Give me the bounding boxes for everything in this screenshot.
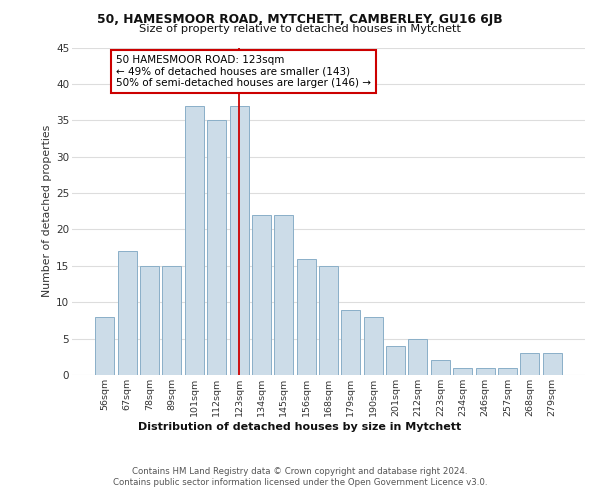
Bar	[364, 317, 383, 375]
Bar	[341, 310, 361, 375]
Bar	[296, 258, 316, 375]
Bar	[476, 368, 494, 375]
Bar	[230, 106, 248, 375]
Bar	[118, 252, 137, 375]
Y-axis label: Number of detached properties: Number of detached properties	[42, 125, 52, 298]
Bar	[185, 106, 204, 375]
Text: Distribution of detached houses by size in Mytchett: Distribution of detached houses by size …	[139, 422, 461, 432]
Bar	[542, 353, 562, 375]
Bar	[409, 338, 427, 375]
Bar	[207, 120, 226, 375]
Bar	[453, 368, 472, 375]
Bar	[498, 368, 517, 375]
Text: 50 HAMESMOOR ROAD: 123sqm
← 49% of detached houses are smaller (143)
50% of semi: 50 HAMESMOOR ROAD: 123sqm ← 49% of detac…	[116, 55, 371, 88]
Bar	[520, 353, 539, 375]
Bar	[163, 266, 181, 375]
Bar	[95, 317, 115, 375]
Bar	[252, 215, 271, 375]
Text: Contains HM Land Registry data © Crown copyright and database right 2024.
Contai: Contains HM Land Registry data © Crown c…	[113, 468, 487, 487]
Text: Size of property relative to detached houses in Mytchett: Size of property relative to detached ho…	[139, 24, 461, 34]
Text: 50, HAMESMOOR ROAD, MYTCHETT, CAMBERLEY, GU16 6JB: 50, HAMESMOOR ROAD, MYTCHETT, CAMBERLEY,…	[97, 12, 503, 26]
Bar	[431, 360, 450, 375]
Bar	[319, 266, 338, 375]
Bar	[386, 346, 405, 375]
Bar	[274, 215, 293, 375]
Bar	[140, 266, 159, 375]
